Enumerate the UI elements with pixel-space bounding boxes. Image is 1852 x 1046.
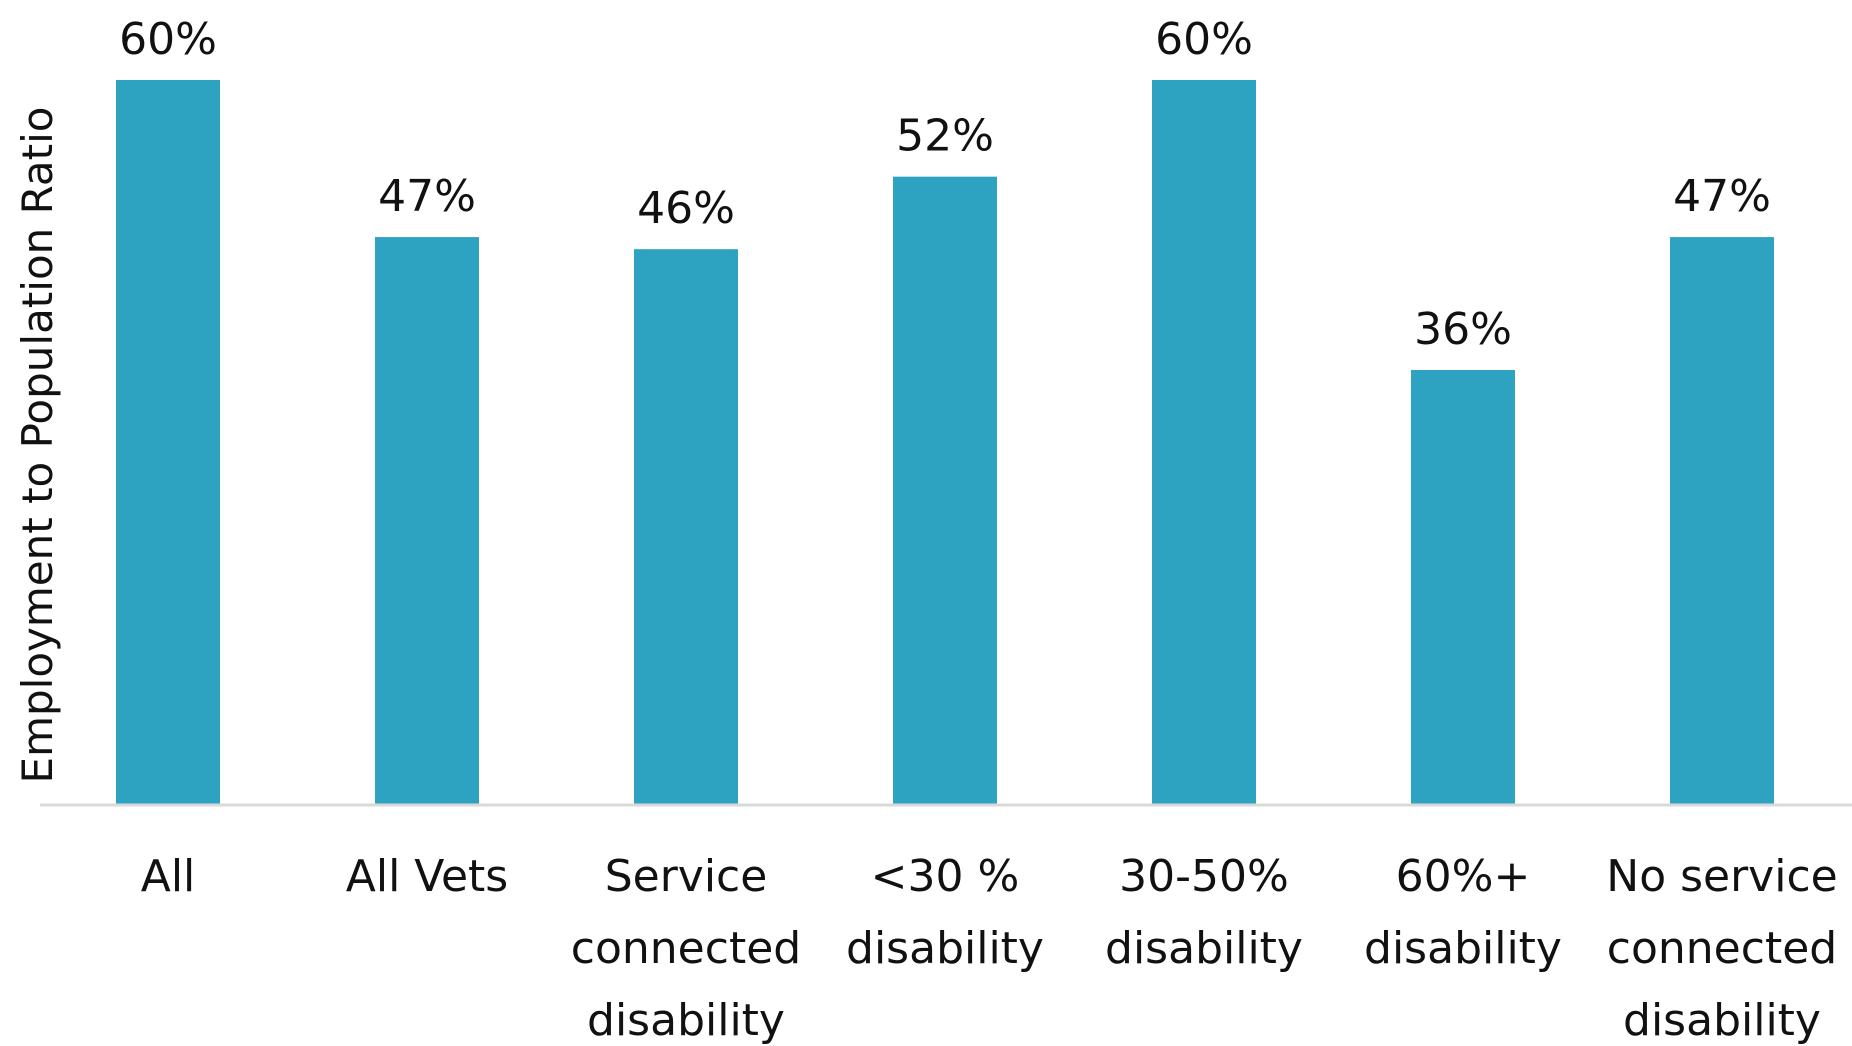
y-axis-title: Employment to Population Ratio <box>13 107 62 784</box>
bar <box>1411 370 1515 805</box>
x-tick-label: All Vets <box>346 851 508 902</box>
value-labels-group: 60% 47% 46% 52% 60% 36% 47% <box>119 14 1771 355</box>
data-label: 46% <box>637 183 735 234</box>
x-tick-label: 60%+ disability <box>1364 851 1562 974</box>
data-label: 60% <box>119 14 217 65</box>
x-tick-labels-group: All All Vets Service connected disability <30… <box>141 851 1838 1046</box>
data-label: 60% <box>1155 14 1253 65</box>
data-label: 36% <box>1414 304 1512 355</box>
data-label: 52% <box>896 111 994 162</box>
bars-group <box>116 80 1774 806</box>
bar <box>1670 237 1774 806</box>
bar <box>893 176 997 805</box>
x-tick-label: Service connected disability <box>571 851 801 1046</box>
data-label: 47% <box>1673 171 1771 222</box>
x-tick-label: No service connected disability <box>1606 851 1837 1046</box>
bar <box>1152 80 1256 805</box>
data-label: 47% <box>378 171 476 222</box>
x-tick-label: <30 % disability <box>846 851 1044 974</box>
x-tick-label: All <box>141 851 196 902</box>
bar <box>116 80 220 805</box>
bar <box>634 249 738 805</box>
bar <box>375 237 479 806</box>
x-tick-label: 30-50% disability <box>1105 851 1303 974</box>
